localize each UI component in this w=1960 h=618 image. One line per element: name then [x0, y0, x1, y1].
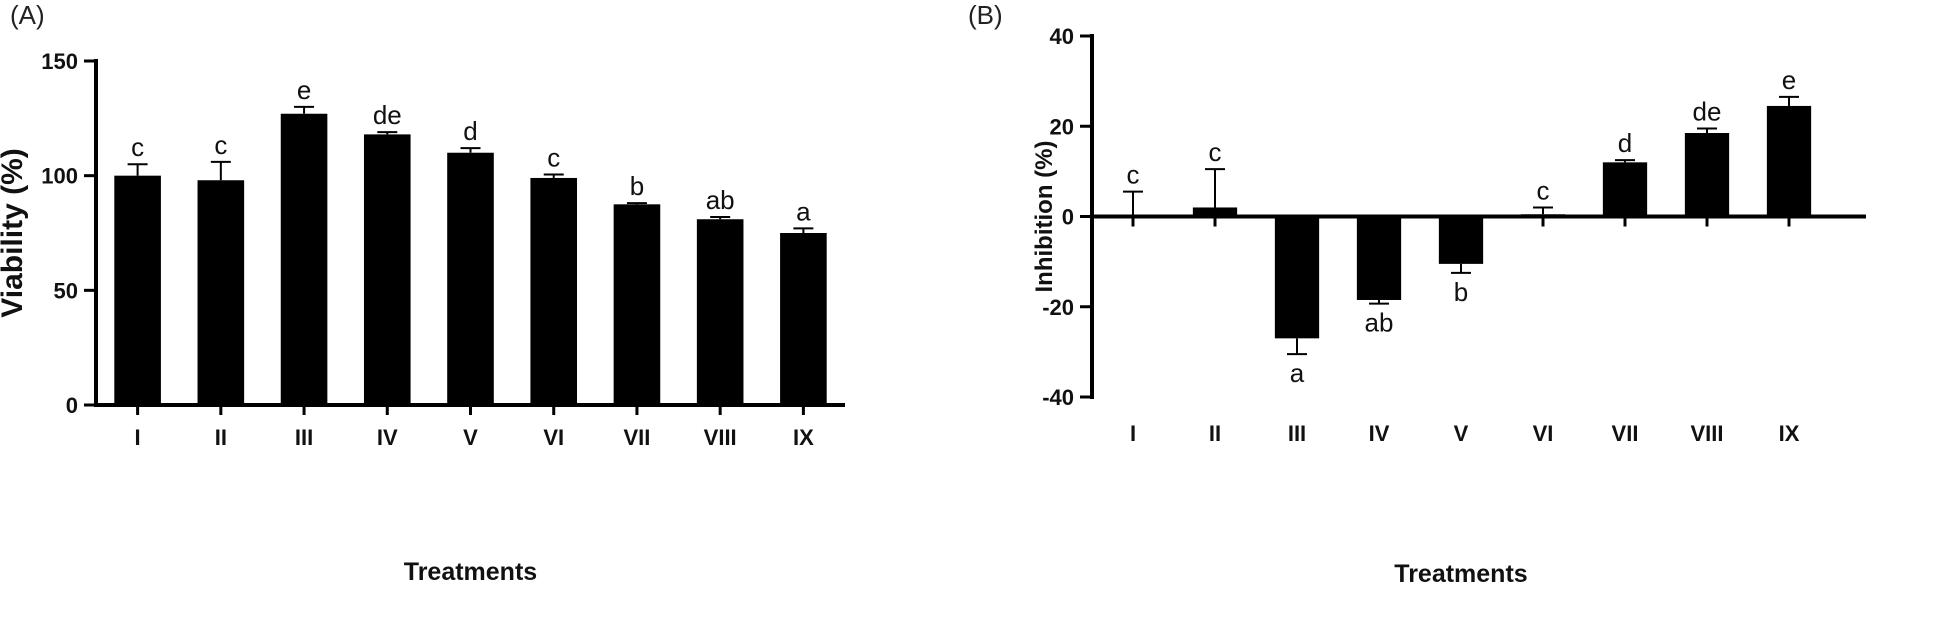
y-tick-label--40: -40	[1042, 385, 1074, 410]
x-tick-label-III: III	[295, 425, 313, 450]
significance-letter-VI: c	[547, 143, 560, 173]
y-tick-label-0: 0	[66, 393, 78, 418]
significance-letter-II: c	[1209, 137, 1222, 167]
x-tick-label-IV: IV	[377, 425, 398, 450]
x-axis-title: Treatments	[404, 558, 537, 586]
significance-letter-III: a	[1290, 358, 1305, 388]
significance-letter-IX: a	[796, 196, 811, 226]
x-tick-label-VIII: VIII	[704, 425, 737, 450]
x-tick-label-III: III	[1288, 421, 1306, 446]
bar-VI	[530, 177, 578, 405]
significance-letter-II: c	[214, 130, 227, 160]
significance-letter-IV: ab	[1365, 308, 1394, 338]
bar-I	[114, 175, 161, 405]
x-tick-label-V: V	[463, 425, 478, 450]
y-tick-label-40: 40	[1050, 24, 1074, 49]
significance-letter-III: e	[297, 75, 311, 105]
y-tick-label-20: 20	[1050, 114, 1074, 139]
x-tick-label-V: V	[1454, 421, 1469, 446]
bar-VII	[613, 204, 661, 405]
significance-letter-I: c	[131, 132, 144, 162]
significance-letter-IV: de	[373, 100, 402, 130]
bar-III	[280, 113, 328, 405]
significance-letter-VIII: de	[1693, 97, 1722, 127]
bar-VIII	[1684, 133, 1730, 217]
bar-V	[447, 152, 494, 405]
bar-VIII	[696, 219, 744, 405]
y-tick-label--20: -20	[1042, 295, 1074, 320]
y-tick-label-50: 50	[54, 278, 78, 303]
x-tick-label-II: II	[1209, 421, 1221, 446]
significance-letter-VII: d	[1618, 128, 1632, 158]
bar-II	[197, 180, 245, 405]
bar-II	[1192, 207, 1238, 217]
y-axis-title: Inhibition (%)	[1031, 141, 1058, 293]
x-axis-title: Treatments	[1394, 560, 1527, 588]
bar-IV	[1356, 216, 1402, 300]
significance-letter-VIII: ab	[706, 185, 735, 215]
chart-inhibition: c Ic II a III ab IV b Vc VI d VII de VIII e IX 40 20 0 -20 -…	[1031, 24, 1866, 588]
y-tick-label-150: 150	[41, 49, 78, 74]
significance-letter-VII: b	[630, 171, 644, 201]
bar-IX	[780, 233, 827, 405]
x-tick-label-I: I	[1130, 421, 1136, 446]
x-tick-label-VII: VII	[623, 425, 650, 450]
bar-VII	[1602, 162, 1648, 217]
panel-label-b: (B)	[968, 0, 1003, 30]
panel-label-a: (A)	[10, 0, 45, 30]
bar-IX	[1766, 105, 1812, 217]
x-tick-label-IX: IX	[793, 425, 814, 450]
y-tick-label-0: 0	[1062, 205, 1074, 230]
x-tick-label-IV: IV	[1369, 421, 1390, 446]
significance-letter-IX: e	[1782, 65, 1796, 95]
x-tick-label-VI: VI	[543, 425, 564, 450]
significance-letter-VI: c	[1537, 175, 1550, 205]
x-tick-label-IX: IX	[1779, 421, 1800, 446]
significance-letter-V: d	[463, 116, 477, 146]
x-tick-label-I: I	[135, 425, 141, 450]
x-tick-label-VIII: VIII	[1690, 421, 1723, 446]
significance-letter-I: c	[1127, 160, 1140, 190]
y-axis-title: Viability (%)	[0, 148, 29, 317]
chart-viability: c Ic II e III de IV d Vc VI b VII ab VIII a IX 0 50 100 150…	[0, 49, 845, 586]
y-tick-label-100: 100	[41, 164, 78, 189]
significance-letter-V: b	[1454, 277, 1468, 307]
x-tick-label-VII: VII	[1612, 421, 1639, 446]
bar-III	[1274, 216, 1320, 339]
x-tick-label-VI: VI	[1533, 421, 1554, 446]
x-tick-label-II: II	[215, 425, 227, 450]
bar-IV	[363, 134, 411, 406]
